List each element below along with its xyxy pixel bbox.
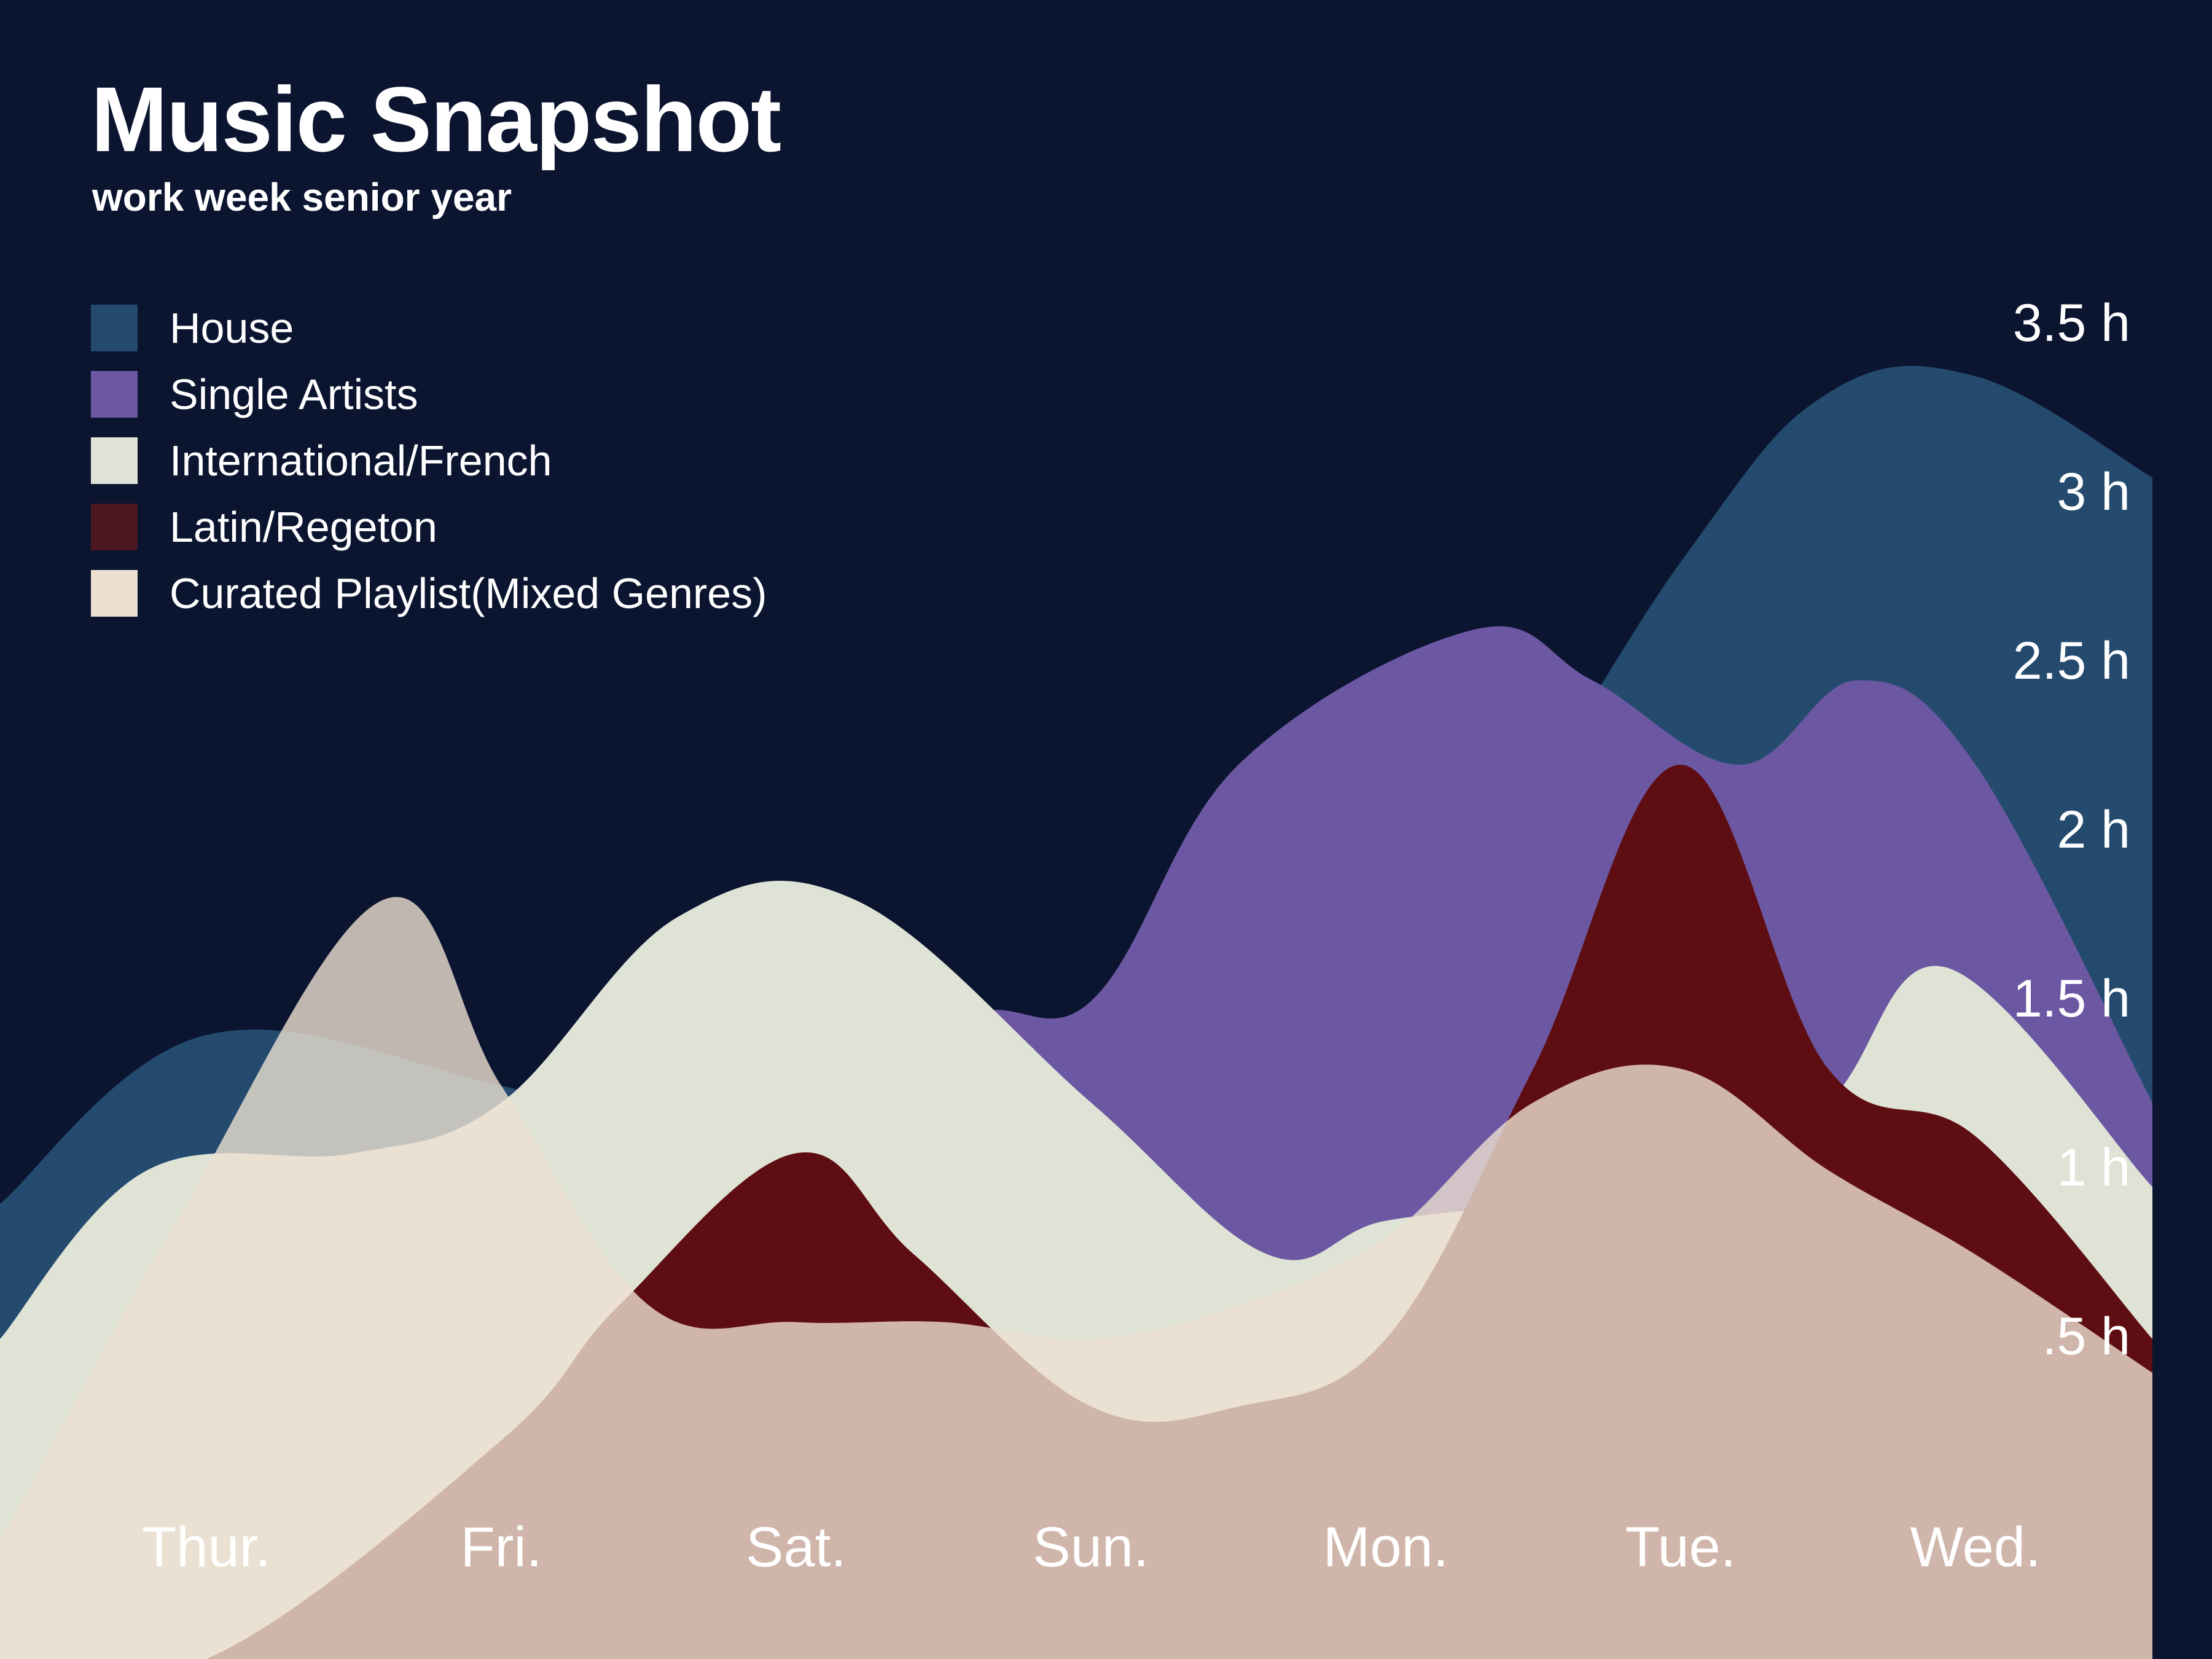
x-tick-label: Fri. xyxy=(461,1516,542,1579)
y-tick-label: .5 h xyxy=(2042,1307,2130,1366)
legend-swatch-curated-playlist xyxy=(91,570,138,617)
legend-swatch-house xyxy=(91,305,138,351)
y-tick-label: 2.5 h xyxy=(2013,631,2130,690)
legend-label-latin-regeton: Latin/Regeton xyxy=(170,503,437,551)
y-tick-label: 1 h xyxy=(2057,1138,2130,1197)
x-tick-label: Wed. xyxy=(1910,1516,2041,1579)
y-tick-label: 3.5 h xyxy=(2013,294,2130,353)
x-tick-label: Sun. xyxy=(1033,1516,1149,1579)
legend-label-house: House xyxy=(170,304,294,352)
legend-swatch-international-french xyxy=(91,437,138,484)
x-tick-label: Thur. xyxy=(142,1516,271,1579)
area-curated-playlist-mixed-genres xyxy=(0,897,2152,1659)
legend-label-single-artists: Single Artists xyxy=(170,370,418,418)
x-tick-label: Sat. xyxy=(746,1516,846,1579)
x-tick-label: Tue. xyxy=(1625,1516,1737,1579)
chart-subtitle: work week senior year xyxy=(92,175,512,219)
y-tick-label: 3 h xyxy=(2057,463,2130,521)
legend-swatch-latin-regeton xyxy=(91,504,138,550)
legend-label-curated-playlist: Curated Playlist(Mixed Genres) xyxy=(170,569,767,617)
legend-swatch-single-artists xyxy=(91,371,138,418)
y-tick-label: 2 h xyxy=(2057,800,2130,859)
x-tick-label: Mon. xyxy=(1323,1516,1449,1579)
legend-label-international-french: International/French xyxy=(170,437,552,485)
chart-title: Music Snapshot xyxy=(91,68,781,171)
y-tick-label: 1.5 h xyxy=(2013,969,2130,1028)
